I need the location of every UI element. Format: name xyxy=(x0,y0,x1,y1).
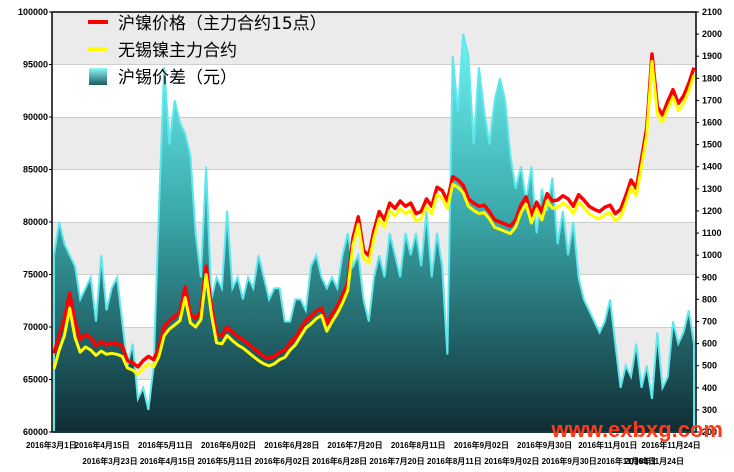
y-left-tick-label: 60000 xyxy=(23,427,48,437)
y-right-tick-label: 1700 xyxy=(702,95,722,105)
y-right-tick-label: 700 xyxy=(702,316,717,326)
legend-swatch-price-spread xyxy=(89,68,107,85)
y-right-tick-label: 500 xyxy=(702,361,717,371)
x-tick-label-bottom: 2016年8月11日 xyxy=(427,456,482,466)
y-right-tick-label: 800 xyxy=(702,294,717,304)
grid-band xyxy=(52,169,696,222)
y-right-tick-label: 1000 xyxy=(702,250,722,260)
x-tick-label-top: 2016年4月15日 xyxy=(75,440,130,450)
x-tick-label-bottom: 2016年7月20日 xyxy=(369,456,424,466)
x-tick-label-bottom: 2016年6月28日 xyxy=(312,456,367,466)
y-left-tick-label: 95000 xyxy=(23,60,48,70)
y-right-tick-label: 2100 xyxy=(702,7,722,17)
x-tick-label-top: 2016年9月30日 xyxy=(517,440,572,450)
y-left-tick-label: 80000 xyxy=(23,217,48,227)
y-right-tick-label: 1400 xyxy=(702,162,722,172)
x-tick-label-top: 2016年11月01日 xyxy=(578,440,637,450)
grid-band xyxy=(52,12,696,65)
y-left-tick-label: 90000 xyxy=(23,112,48,122)
x-tick-label-bottom: 2016年11月24日 xyxy=(625,456,684,466)
grid-band xyxy=(52,117,696,170)
grid-band xyxy=(52,64,696,117)
y-right-tick-label: 900 xyxy=(702,272,717,282)
watermark-text: www.exbxg.com xyxy=(550,417,723,442)
y-right-tick-label: 400 xyxy=(702,383,717,393)
y-right-tick-label: 200 xyxy=(702,427,717,437)
x-tick-label-top: 2016年7月20日 xyxy=(327,440,382,450)
x-tick-label-bottom: 2016年11月01日 xyxy=(597,456,656,466)
y-right-tick-label: 300 xyxy=(702,405,717,415)
y-right-tick-label: 2000 xyxy=(702,29,722,39)
y-right-tick-label: 1900 xyxy=(702,51,722,61)
x-tick-label-top: 2016年6月02日 xyxy=(201,440,256,450)
y-left-tick-label: 100000 xyxy=(18,7,48,17)
x-tick-label-bottom: 2016年6月02日 xyxy=(255,456,310,466)
y-left-tick-label: 85000 xyxy=(23,165,48,175)
y-axis-left: 60000 65000 70000 75000 80000 85000 90000 95000… xyxy=(18,7,52,437)
y-axis-right: 200 300 400 500 600 700 800 900 1000 1100 1200 1300… xyxy=(696,7,722,437)
legend-label-wuxi-nickel: 无锡镍主力合约 xyxy=(118,41,237,61)
x-tick-label-top: 2016年3月1日 xyxy=(26,440,77,450)
y-left-tick-label: 75000 xyxy=(23,270,48,280)
x-tick-label-top: 2016年5月11日 xyxy=(138,440,193,450)
x-tick-label-top: 2016年6月28日 xyxy=(264,440,319,450)
y-right-tick-label: 1300 xyxy=(702,184,722,194)
legend: 沪镍价格（主力合约15点） 无锡镍主力合约 沪锡价差（元） xyxy=(88,14,327,88)
x-tick-label-top: 2016年9月02日 xyxy=(454,440,509,450)
series-wuxi-nickel-line xyxy=(52,59,696,376)
legend-label-shfe-nickel: 沪镍价格（主力合约15点） xyxy=(118,14,327,34)
x-tick-label-top: 2016年8月11日 xyxy=(391,440,446,450)
y-right-tick-label: 600 xyxy=(702,339,717,349)
series-shfe-nickel-line xyxy=(52,52,696,369)
y-right-tick-label: 1100 xyxy=(702,228,722,238)
y-right-tick-label: 1500 xyxy=(702,140,722,150)
x-tick-label-bottom: 2016年3月23日 xyxy=(82,456,137,466)
legend-label-price-spread: 沪锡价差（元） xyxy=(118,68,237,88)
y-left-tick-label: 70000 xyxy=(23,322,48,332)
x-tick-label-bottom: 2016年4月15日 xyxy=(140,456,195,466)
y-right-tick-label: 1200 xyxy=(702,206,722,216)
x-tick-label-bottom: 2016年9月30日 xyxy=(542,456,597,466)
x-tick-label-bottom: 2016年5月11日 xyxy=(197,456,252,466)
x-tick-label-bottom: 2016年9月02日 xyxy=(484,456,539,466)
y-left-tick-label: 65000 xyxy=(23,375,48,385)
y-right-tick-label: 1800 xyxy=(702,73,722,83)
y-right-tick-label: 1600 xyxy=(702,118,722,128)
x-tick-label-top: 2016年11月24日 xyxy=(641,440,700,450)
